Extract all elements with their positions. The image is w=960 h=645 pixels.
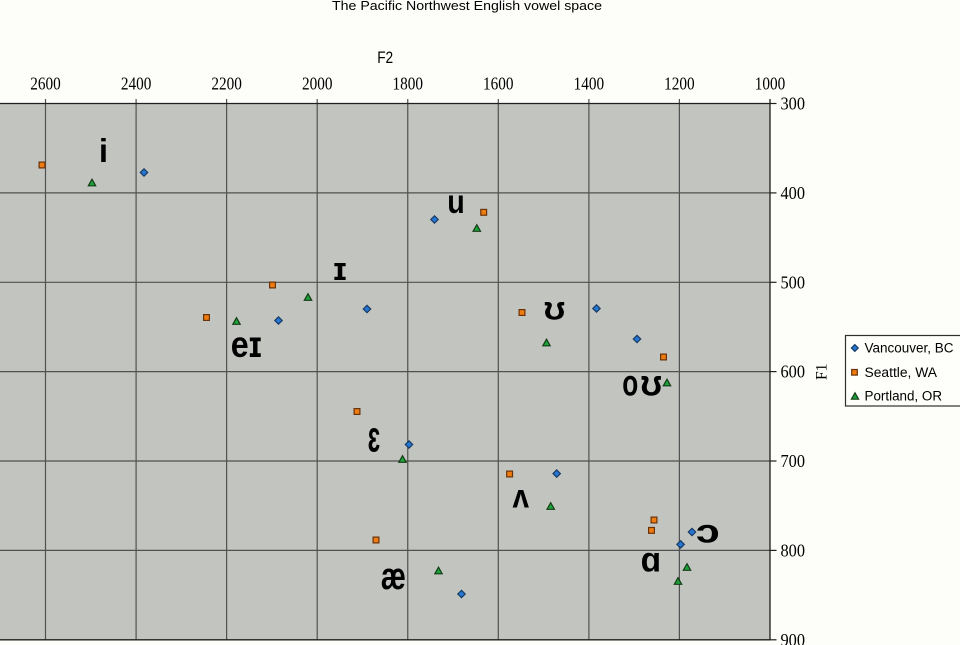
svg-text:2200: 2200 <box>211 74 242 94</box>
svg-text:2000: 2000 <box>302 74 333 94</box>
svg-text:1400: 1400 <box>574 74 605 94</box>
svg-text:800: 800 <box>781 541 806 561</box>
svg-text:600: 600 <box>781 362 806 382</box>
svg-text:300: 300 <box>781 94 806 114</box>
svg-text:o: o <box>622 363 638 404</box>
svg-text:u: u <box>447 183 465 220</box>
svg-text:Vancouver, BC: Vancouver, BC <box>865 341 954 356</box>
svg-text:500: 500 <box>781 272 806 292</box>
svg-text:2600: 2600 <box>30 74 61 94</box>
svg-text:æ: æ <box>381 556 406 598</box>
svg-text:1000: 1000 <box>755 74 786 94</box>
svg-text:ɛ: ɛ <box>368 413 381 462</box>
svg-text:700: 700 <box>781 451 806 471</box>
svg-text:F2: F2 <box>377 49 393 67</box>
svg-text:F1: F1 <box>813 364 830 381</box>
svg-text:ʊ: ʊ <box>640 363 662 404</box>
svg-text:1600: 1600 <box>483 74 514 94</box>
svg-text:1800: 1800 <box>393 74 424 94</box>
svg-text:The Pacific Northwest English: The Pacific Northwest English vowel spac… <box>332 0 602 13</box>
svg-text:Portland, OR: Portland, OR <box>865 389 943 404</box>
svg-text:ʌ: ʌ <box>513 478 530 515</box>
svg-text:ɔ: ɔ <box>696 512 720 549</box>
svg-text:ɑ: ɑ <box>641 541 662 580</box>
svg-text:Seattle, WA: Seattle, WA <box>865 365 938 380</box>
svg-text:ɪ: ɪ <box>333 251 347 287</box>
svg-text:900: 900 <box>781 630 806 645</box>
svg-text:eɪ: eɪ <box>231 324 262 365</box>
svg-text:1200: 1200 <box>664 74 695 94</box>
svg-text:400: 400 <box>781 183 806 203</box>
svg-text:2400: 2400 <box>121 74 152 94</box>
svg-text:ʊ: ʊ <box>544 290 566 327</box>
svg-text:i: i <box>99 132 108 169</box>
